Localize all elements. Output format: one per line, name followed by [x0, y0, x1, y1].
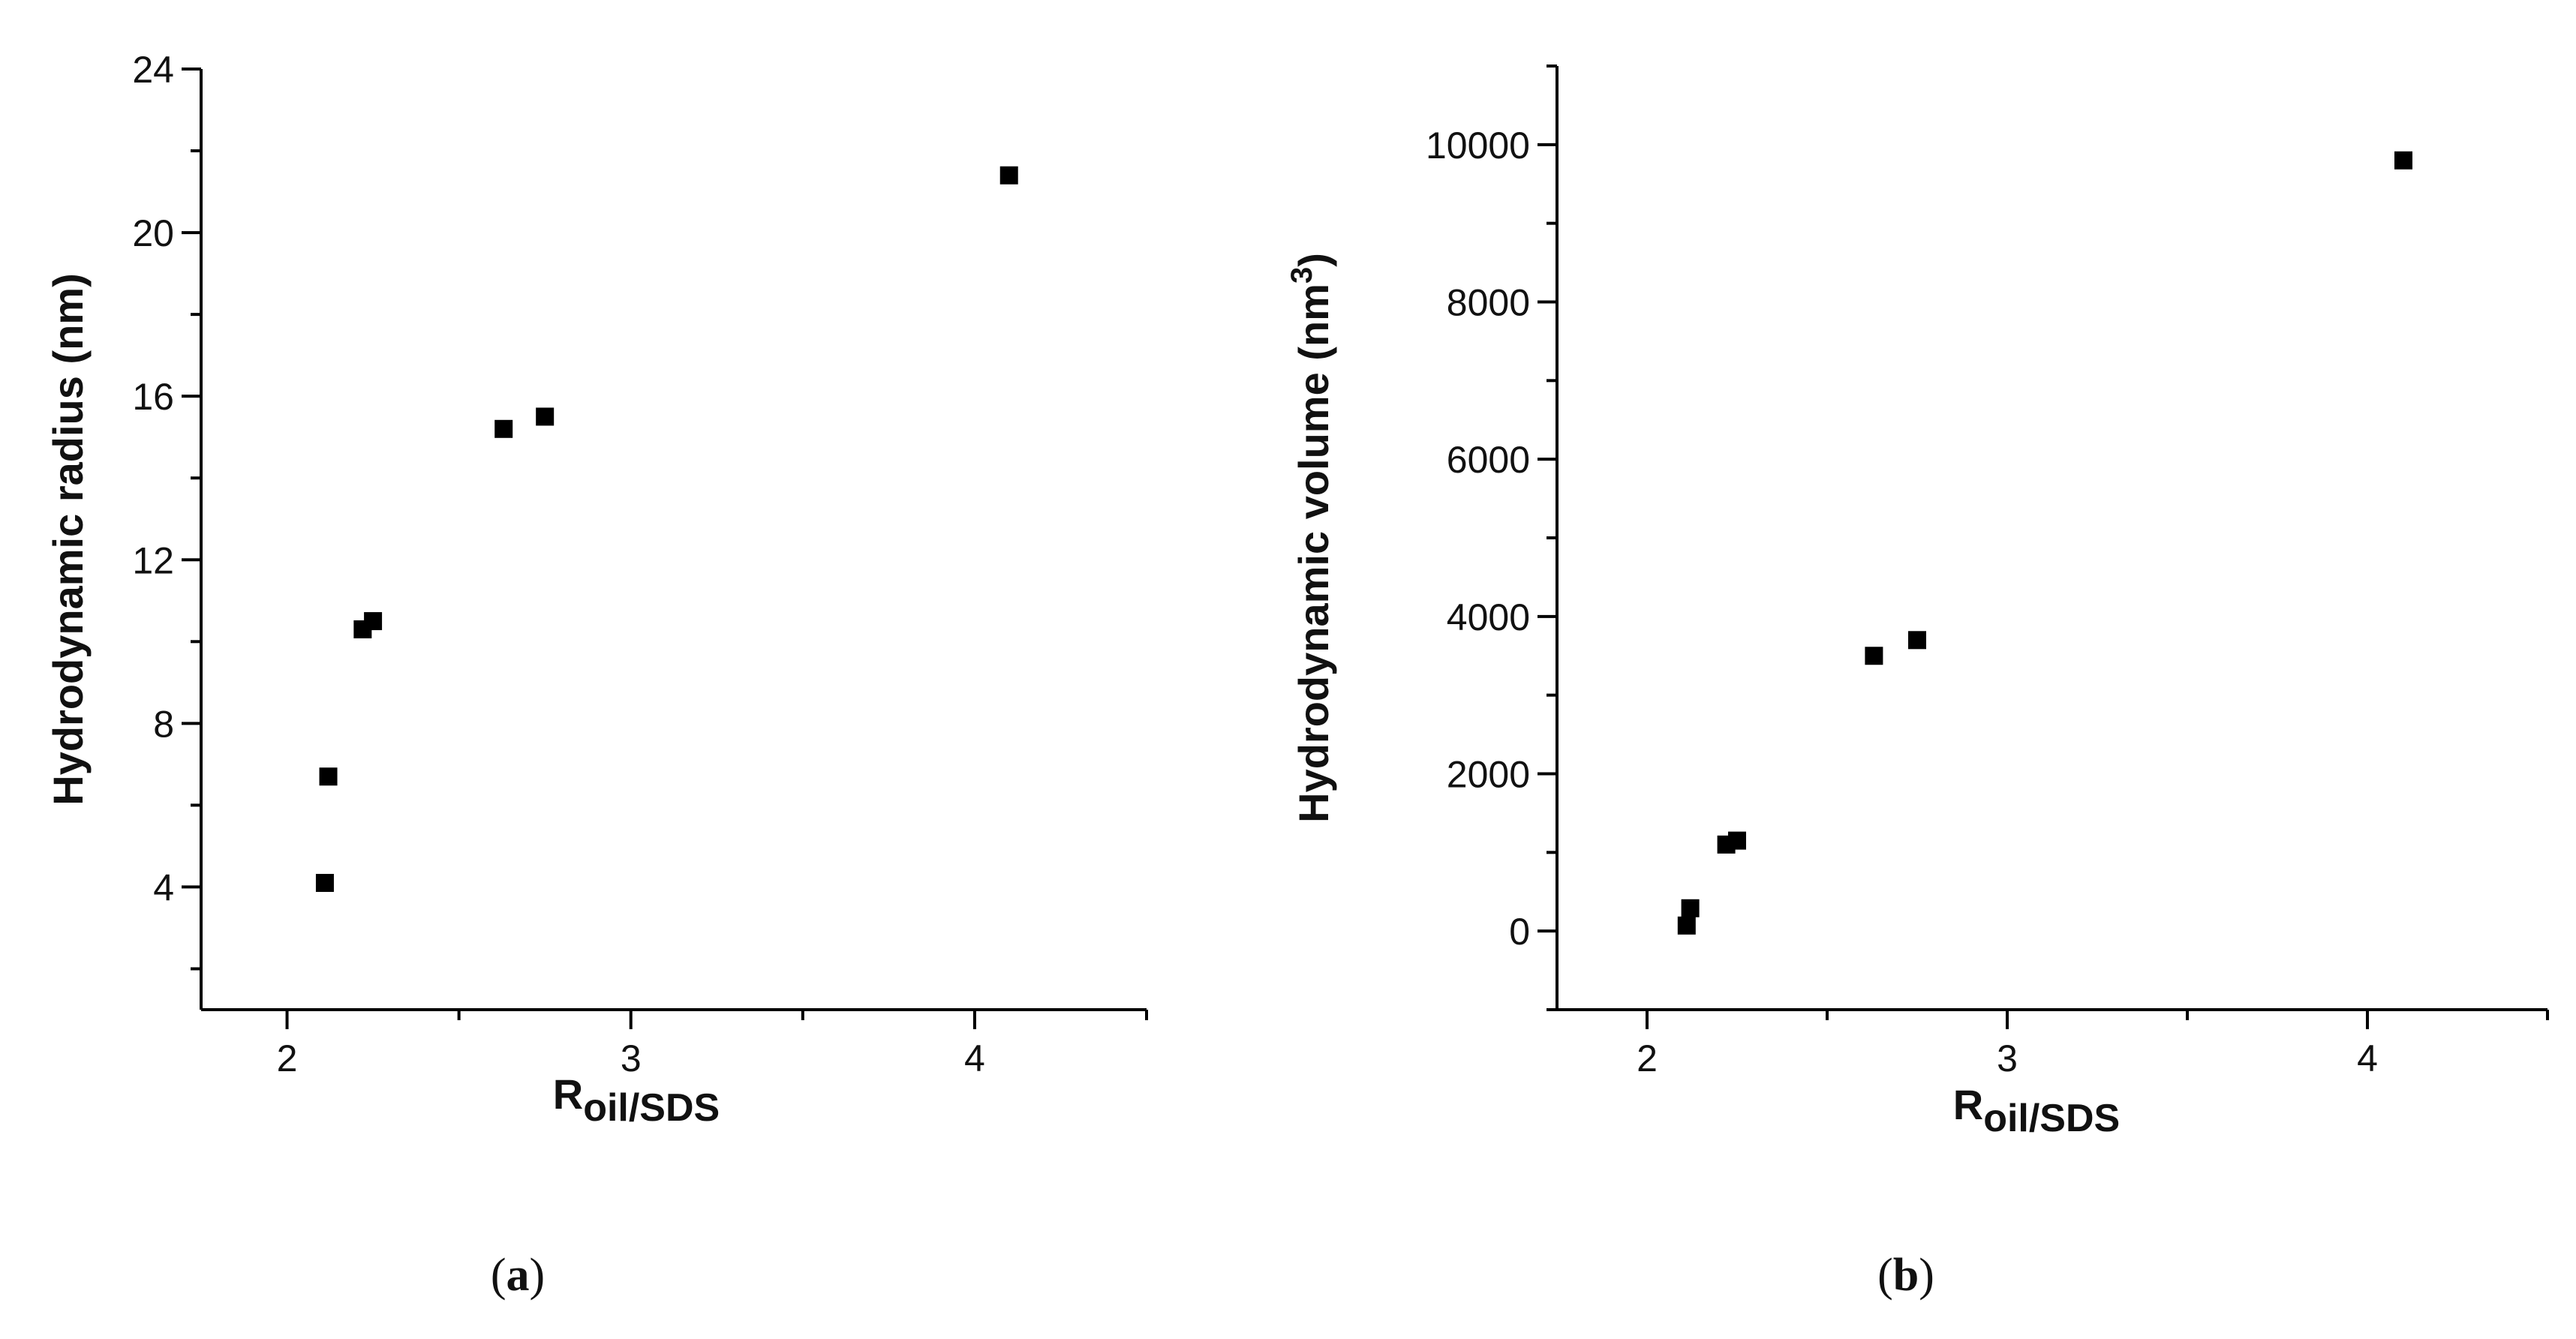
data-point	[1865, 647, 1883, 665]
y-tick-label: 0	[1509, 911, 1530, 953]
x-axis-title-subscript: oil/SDS	[583, 1086, 720, 1130]
y-tick-label: 2000	[1447, 754, 1530, 796]
data-point	[1908, 631, 1926, 650]
data-point	[319, 767, 338, 786]
data-point	[999, 166, 1018, 185]
x-tick-label: 3	[621, 1037, 642, 1079]
y-axis-title-main: Hydrodynamic radius (nm)	[44, 273, 92, 805]
panel-b: 2 3 4 0 2000 4000 6000 8000 10000 Roil/SDS Hydrody…	[1285, 65, 2549, 1301]
y-tick-label: 20	[132, 212, 174, 254]
panel-caption-letter: b	[1893, 1250, 1919, 1301]
y-axis-title: Hydrodynamic volume (nm3)	[1285, 253, 1337, 823]
panel-caption: (a)	[491, 1250, 545, 1301]
data-point	[494, 419, 513, 438]
data-point	[1677, 916, 1696, 935]
y-tick-label: 4000	[1447, 596, 1530, 638]
data-point	[364, 612, 383, 631]
panel-caption-open: (	[491, 1250, 506, 1301]
y-axis-title: Hydrodynamic radius (nm)	[44, 273, 92, 805]
x-tick-label: 2	[277, 1037, 298, 1079]
x-tick-label: 4	[964, 1037, 985, 1079]
data-point	[1681, 899, 1700, 917]
data-point	[2394, 151, 2412, 170]
x-axis-title-main: R	[1953, 1081, 1983, 1128]
panel-caption-letter: a	[506, 1250, 530, 1301]
y-axis-title-main: Hydrodynamic volume (nm	[1290, 284, 1337, 823]
panel-caption-close: )	[1919, 1250, 1934, 1301]
y-tick-label: 4	[153, 866, 174, 908]
x-axis-title-subscript: oil/SDS	[1983, 1097, 2120, 1140]
y-tick-label: 8	[153, 703, 174, 745]
y-tick-label: 8000	[1447, 282, 1530, 324]
panel-a: 2 3 4 4 8 12 16 20 24 Roil/SDS Hydrodynamic radius…	[44, 49, 1148, 1301]
x-tick-label: 4	[2357, 1037, 2378, 1079]
y-tick-label: 12	[132, 539, 174, 581]
panel-caption-open: (	[1877, 1250, 1893, 1301]
data-point	[315, 873, 334, 892]
panel-caption: (b)	[1877, 1250, 1934, 1301]
x-tick-label: 2	[1637, 1037, 1658, 1079]
y-tick-label: 16	[132, 376, 174, 418]
y-tick-label: 24	[132, 49, 174, 91]
x-axis-title: Roil/SDS	[553, 1070, 720, 1130]
y-tick-label: 6000	[1447, 439, 1530, 481]
y-tick-label: 10000	[1426, 125, 1530, 167]
y-axis-title-close: )	[1290, 253, 1337, 267]
x-axis-title: Roil/SDS	[1953, 1081, 2120, 1140]
data-point	[1728, 831, 1746, 850]
y-axis-title-superscript: 3	[1285, 267, 1318, 284]
data-point	[536, 407, 555, 426]
x-axis-title-main: R	[553, 1070, 583, 1118]
x-tick-label: 3	[1997, 1037, 2018, 1079]
panel-caption-close: )	[530, 1250, 546, 1301]
